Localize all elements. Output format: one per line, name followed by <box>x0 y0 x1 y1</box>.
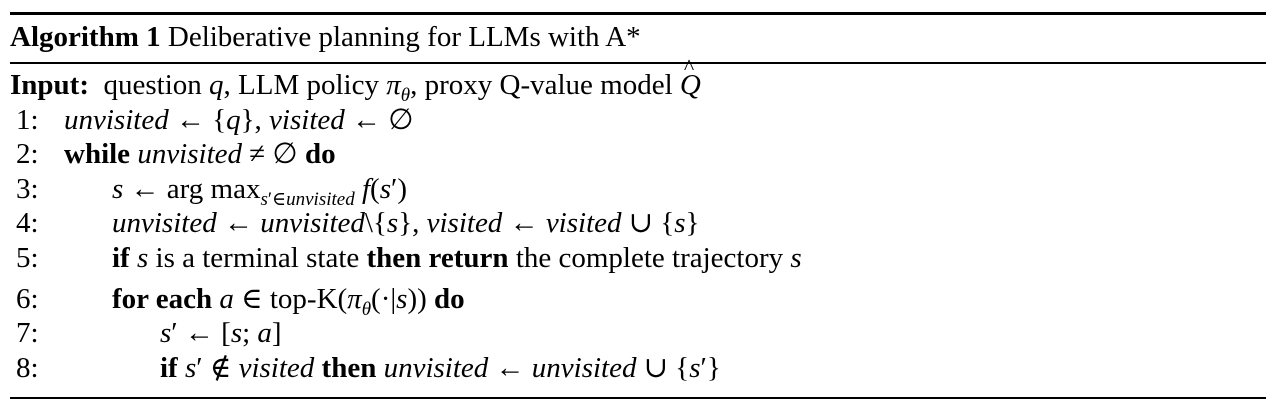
line-number-8: 8: <box>16 352 39 384</box>
title-rule <box>10 62 1266 64</box>
input-label: Input: <box>10 69 89 101</box>
algorithm-label: Algorithm 1 <box>10 21 161 53</box>
algorithm-line-7: s′ ← [s; a] <box>160 317 282 349</box>
line-number-2: 2: <box>16 138 39 170</box>
line-number-1: 1: <box>16 104 39 136</box>
line-number-3: 3: <box>16 173 39 205</box>
algorithm-line-3: s ← arg maxs′∈unvisited f(s′) <box>112 173 408 210</box>
line-number-5: 5: <box>16 242 39 274</box>
input-line: Input: question q, LLM policy πθ, proxy … <box>10 50 701 106</box>
line-number-6: 6: <box>16 283 39 315</box>
bottom-rule <box>10 397 1266 399</box>
algorithm-line-2: while unvisited ≠ ∅ do <box>64 138 336 170</box>
line-number-4: 4: <box>16 207 39 239</box>
algorithm-line-1: unvisited ← {q}, visited ← ∅ <box>64 104 414 136</box>
algorithm-line-6: for each a ∈ top-K(πθ(·|s)) do <box>112 283 465 320</box>
line-number-7: 7: <box>16 317 39 349</box>
algorithm-title: Algorithm 1 Deliberative planning for LL… <box>10 14 641 60</box>
algorithm-caption: Deliberative planning for LLMs with A* <box>167 21 641 53</box>
algorithm-line-4: unvisited ← unvisited\{s}, visited ← vis… <box>112 207 700 239</box>
algorithm-line-8: if s′ ∉ visited then unvisited ← unvisit… <box>160 352 721 384</box>
top-rule <box>10 12 1266 15</box>
algorithm-line-5: if s is a terminal state then return the… <box>112 242 802 274</box>
